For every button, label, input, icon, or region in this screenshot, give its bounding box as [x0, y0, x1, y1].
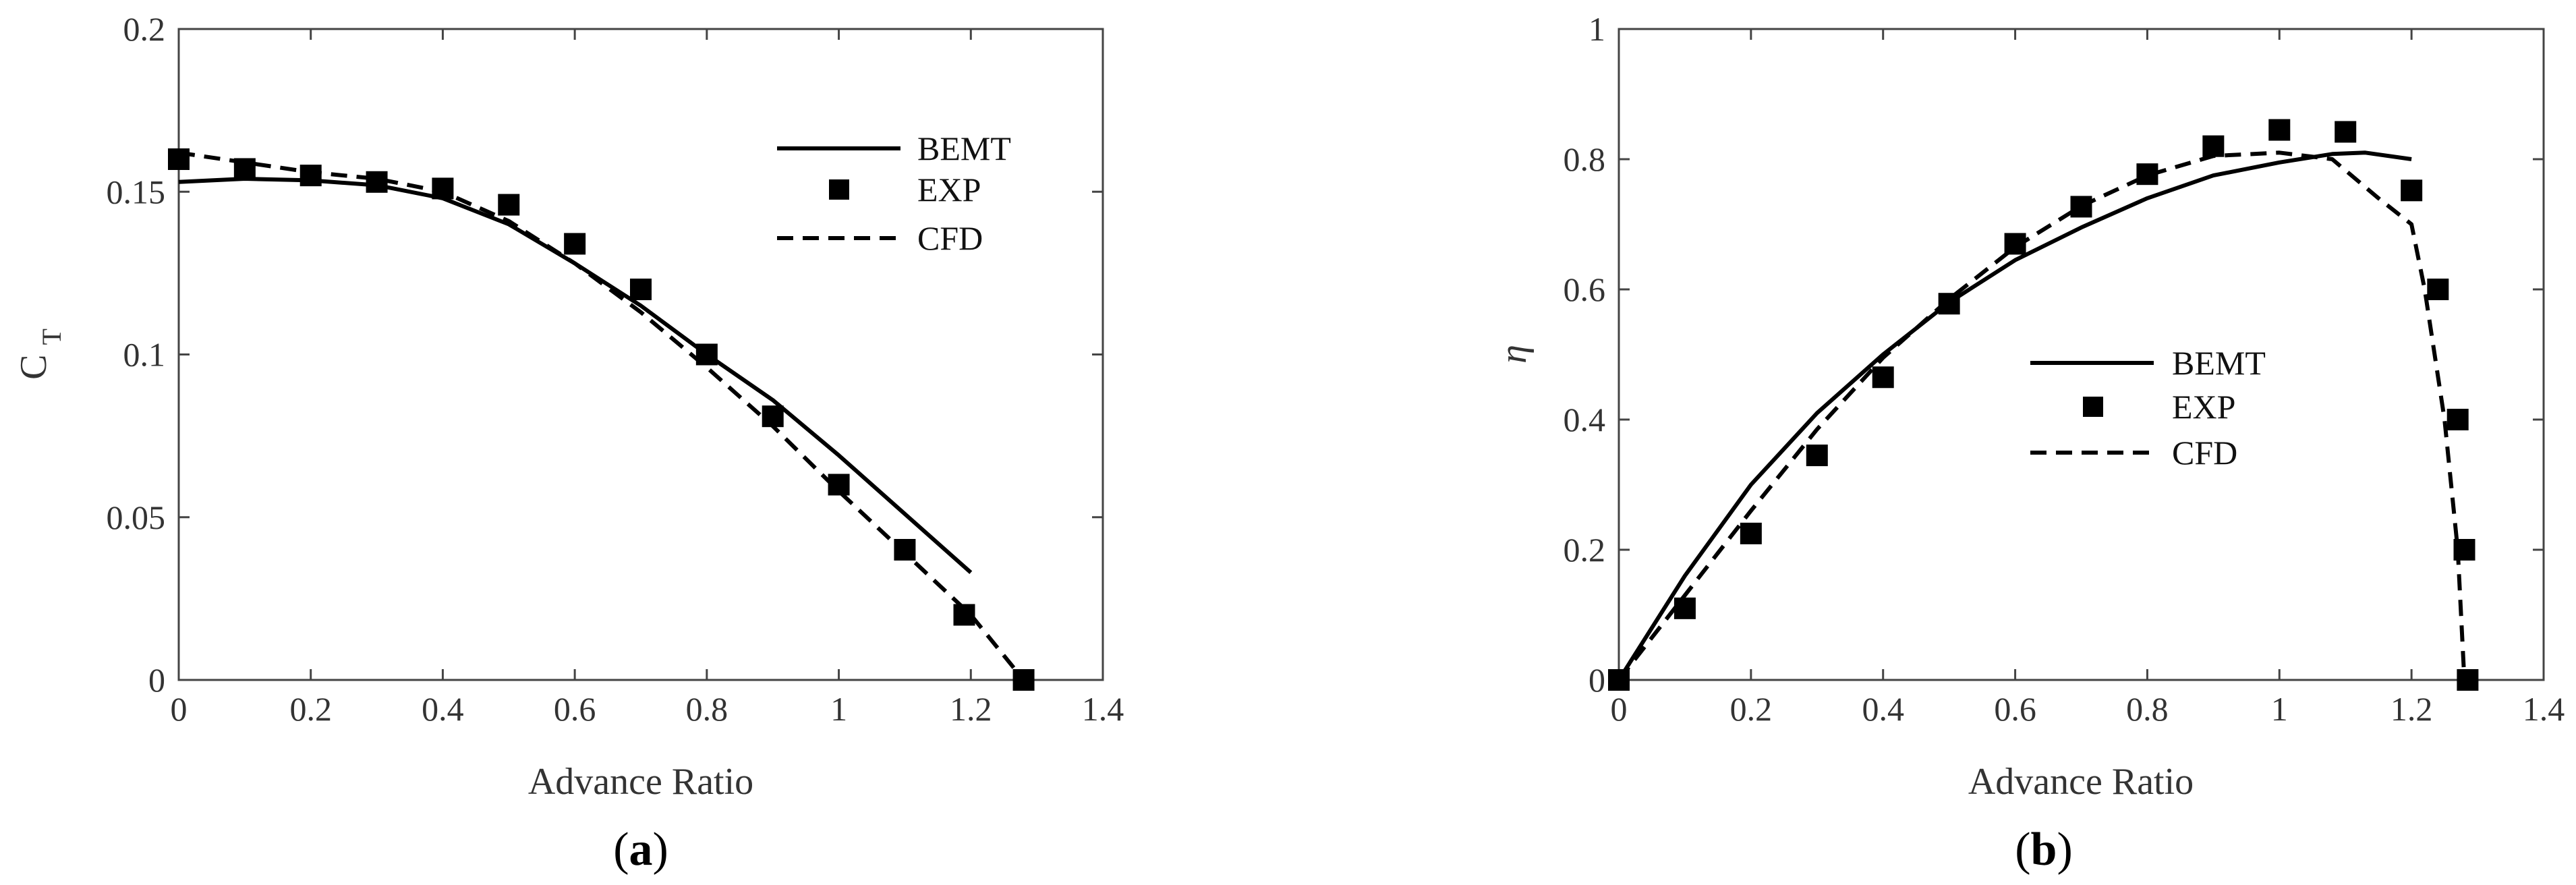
panel-b-x-tick-label: 0.4 [1862, 690, 1904, 728]
panel-b-x-tick-label: 0.8 [2126, 690, 2169, 728]
panel-a-caption: (a) [613, 824, 668, 876]
panel-a-x-tick-label: 0.4 [422, 690, 464, 728]
panel-a-exp-point [894, 539, 916, 561]
panel-b: 0 0.2 0.4 0.6 0.8 1 1.2 1.4 0 0.2 0.4 0.6 0.8 1 Advan… [1493, 10, 2565, 876]
panel-b-x-tick-label: 1.4 [2523, 690, 2565, 728]
panel-a-exp-point [168, 148, 190, 170]
panel-b-x-tick-label: 0.2 [1730, 690, 1773, 728]
panel-a-y-tick-label: 0 [148, 661, 165, 699]
panel-a-ylabel-subscript: T [36, 329, 67, 345]
panel-b-caption: (b) [2015, 824, 2073, 876]
panel-a-y-tick-label: 0.15 [107, 173, 166, 210]
panel-b-exp-point [2202, 135, 2225, 157]
panel-b-xlabel: Advance Ratio [1968, 761, 2194, 803]
panel-a-exp-point [299, 165, 322, 187]
panel-b-caption-letter: b [2031, 824, 2057, 876]
panel-b-ticks: 0 0.2 0.4 0.6 0.8 1 1.2 1.4 0 0.2 0.4 0.6 0.8 1 [1564, 10, 2565, 728]
panel-b-y-tick-label: 0.4 [1564, 401, 1606, 438]
panel-b-exp-point [2446, 409, 2469, 430]
panel-a-x-tick-label: 0 [171, 690, 188, 728]
panel-a-legend-exp-label: EXP [917, 171, 981, 208]
panel-b-x-tick-label: 0.6 [1994, 690, 2036, 728]
panel-b-y-tick-label: 0.6 [1564, 270, 1606, 308]
panel-a-series [168, 148, 1035, 691]
panel-a-plot-frame [177, 28, 1104, 681]
panel-b-exp-point [2335, 121, 2357, 143]
panel-a-legend-cfd-label: CFD [917, 219, 983, 257]
panel-a-x-tick-label: 1 [830, 690, 847, 728]
panel-b-exp-point [2427, 279, 2449, 300]
panel-b-cfd-line [1617, 150, 2467, 681]
panel-a-x-tick-label: 1.4 [1082, 690, 1124, 728]
panel-b-exp-point [1806, 445, 1828, 467]
panel-b-exp-point [1740, 522, 1762, 544]
panel-b-exp-point [2401, 179, 2423, 202]
panel-a-ticks: 0 0.2 0.4 0.6 0.8 1 1.2 1.4 0 0.05 0.1 0.15 0.2 [107, 10, 1124, 728]
panel-b-legend-exp-swatch [2083, 397, 2103, 417]
panel-a-ylabel: C T [13, 329, 67, 380]
panel-b-ylabel: η [1493, 345, 1535, 364]
panel-a-legend-exp-swatch [829, 179, 849, 200]
panel-b-x-tick-label: 0 [1611, 690, 1628, 728]
panel-a-x-tick-label: 0.6 [554, 690, 596, 728]
panel-a-x-tick-label: 0.2 [289, 690, 332, 728]
panel-b-x-tick-label: 1 [2271, 690, 2288, 728]
panel-b-y-tick-label: 0 [1588, 661, 1605, 699]
panel-a-exp-point [564, 233, 586, 255]
panel-b-legend: BEMT EXP CFD [2030, 344, 2266, 472]
panel-a-ylabel-main: C [13, 355, 55, 380]
panel-b-y-tick-label: 1 [1588, 10, 1605, 48]
panel-a-exp-point [498, 194, 520, 216]
panel-b-exp-point [2268, 119, 2291, 141]
panel-b-plot-frame [1618, 28, 2545, 681]
panel-b-legend-cfd-label: CFD [2172, 434, 2237, 472]
panel-a-exp-point [630, 279, 652, 300]
panel-b-exp-point [1872, 366, 1894, 389]
panel-b-legend-exp-label: EXP [2172, 388, 2235, 426]
panel-a: 0 0.2 0.4 0.6 0.8 1 1.2 1.4 0 0.05 0.1 0.15 0.2 Adva… [13, 10, 1124, 876]
panel-a-y-tick-label: 0.2 [123, 10, 166, 48]
panel-a-xlabel: Advance Ratio [528, 761, 753, 803]
panel-b-y-tick-label: 0.2 [1564, 531, 1606, 569]
panel-b-legend-bemt-label: BEMT [2172, 344, 2266, 382]
panel-a-x-tick-label: 1.2 [950, 690, 992, 728]
panel-b-exp-point [2457, 669, 2479, 691]
panel-a-cfd-line [178, 150, 1025, 681]
panel-a-y-tick-label: 0.05 [107, 498, 166, 536]
panel-a-legend-bemt-label: BEMT [917, 130, 1011, 167]
panel-b-x-tick-label: 1.2 [2391, 690, 2433, 728]
panel-b-bemt-line [1617, 150, 2412, 681]
panel-b-series [1608, 119, 2479, 691]
panel-a-y-tick-label: 0.1 [123, 336, 166, 374]
panel-a-legend: BEMT EXP CFD [777, 130, 1011, 257]
panel-a-x-tick-label: 0.8 [686, 690, 728, 728]
panel-a-caption-letter: a [629, 824, 653, 876]
panel-b-y-tick-label: 0.8 [1564, 140, 1606, 178]
panel-b-exp-point [1673, 597, 1696, 619]
